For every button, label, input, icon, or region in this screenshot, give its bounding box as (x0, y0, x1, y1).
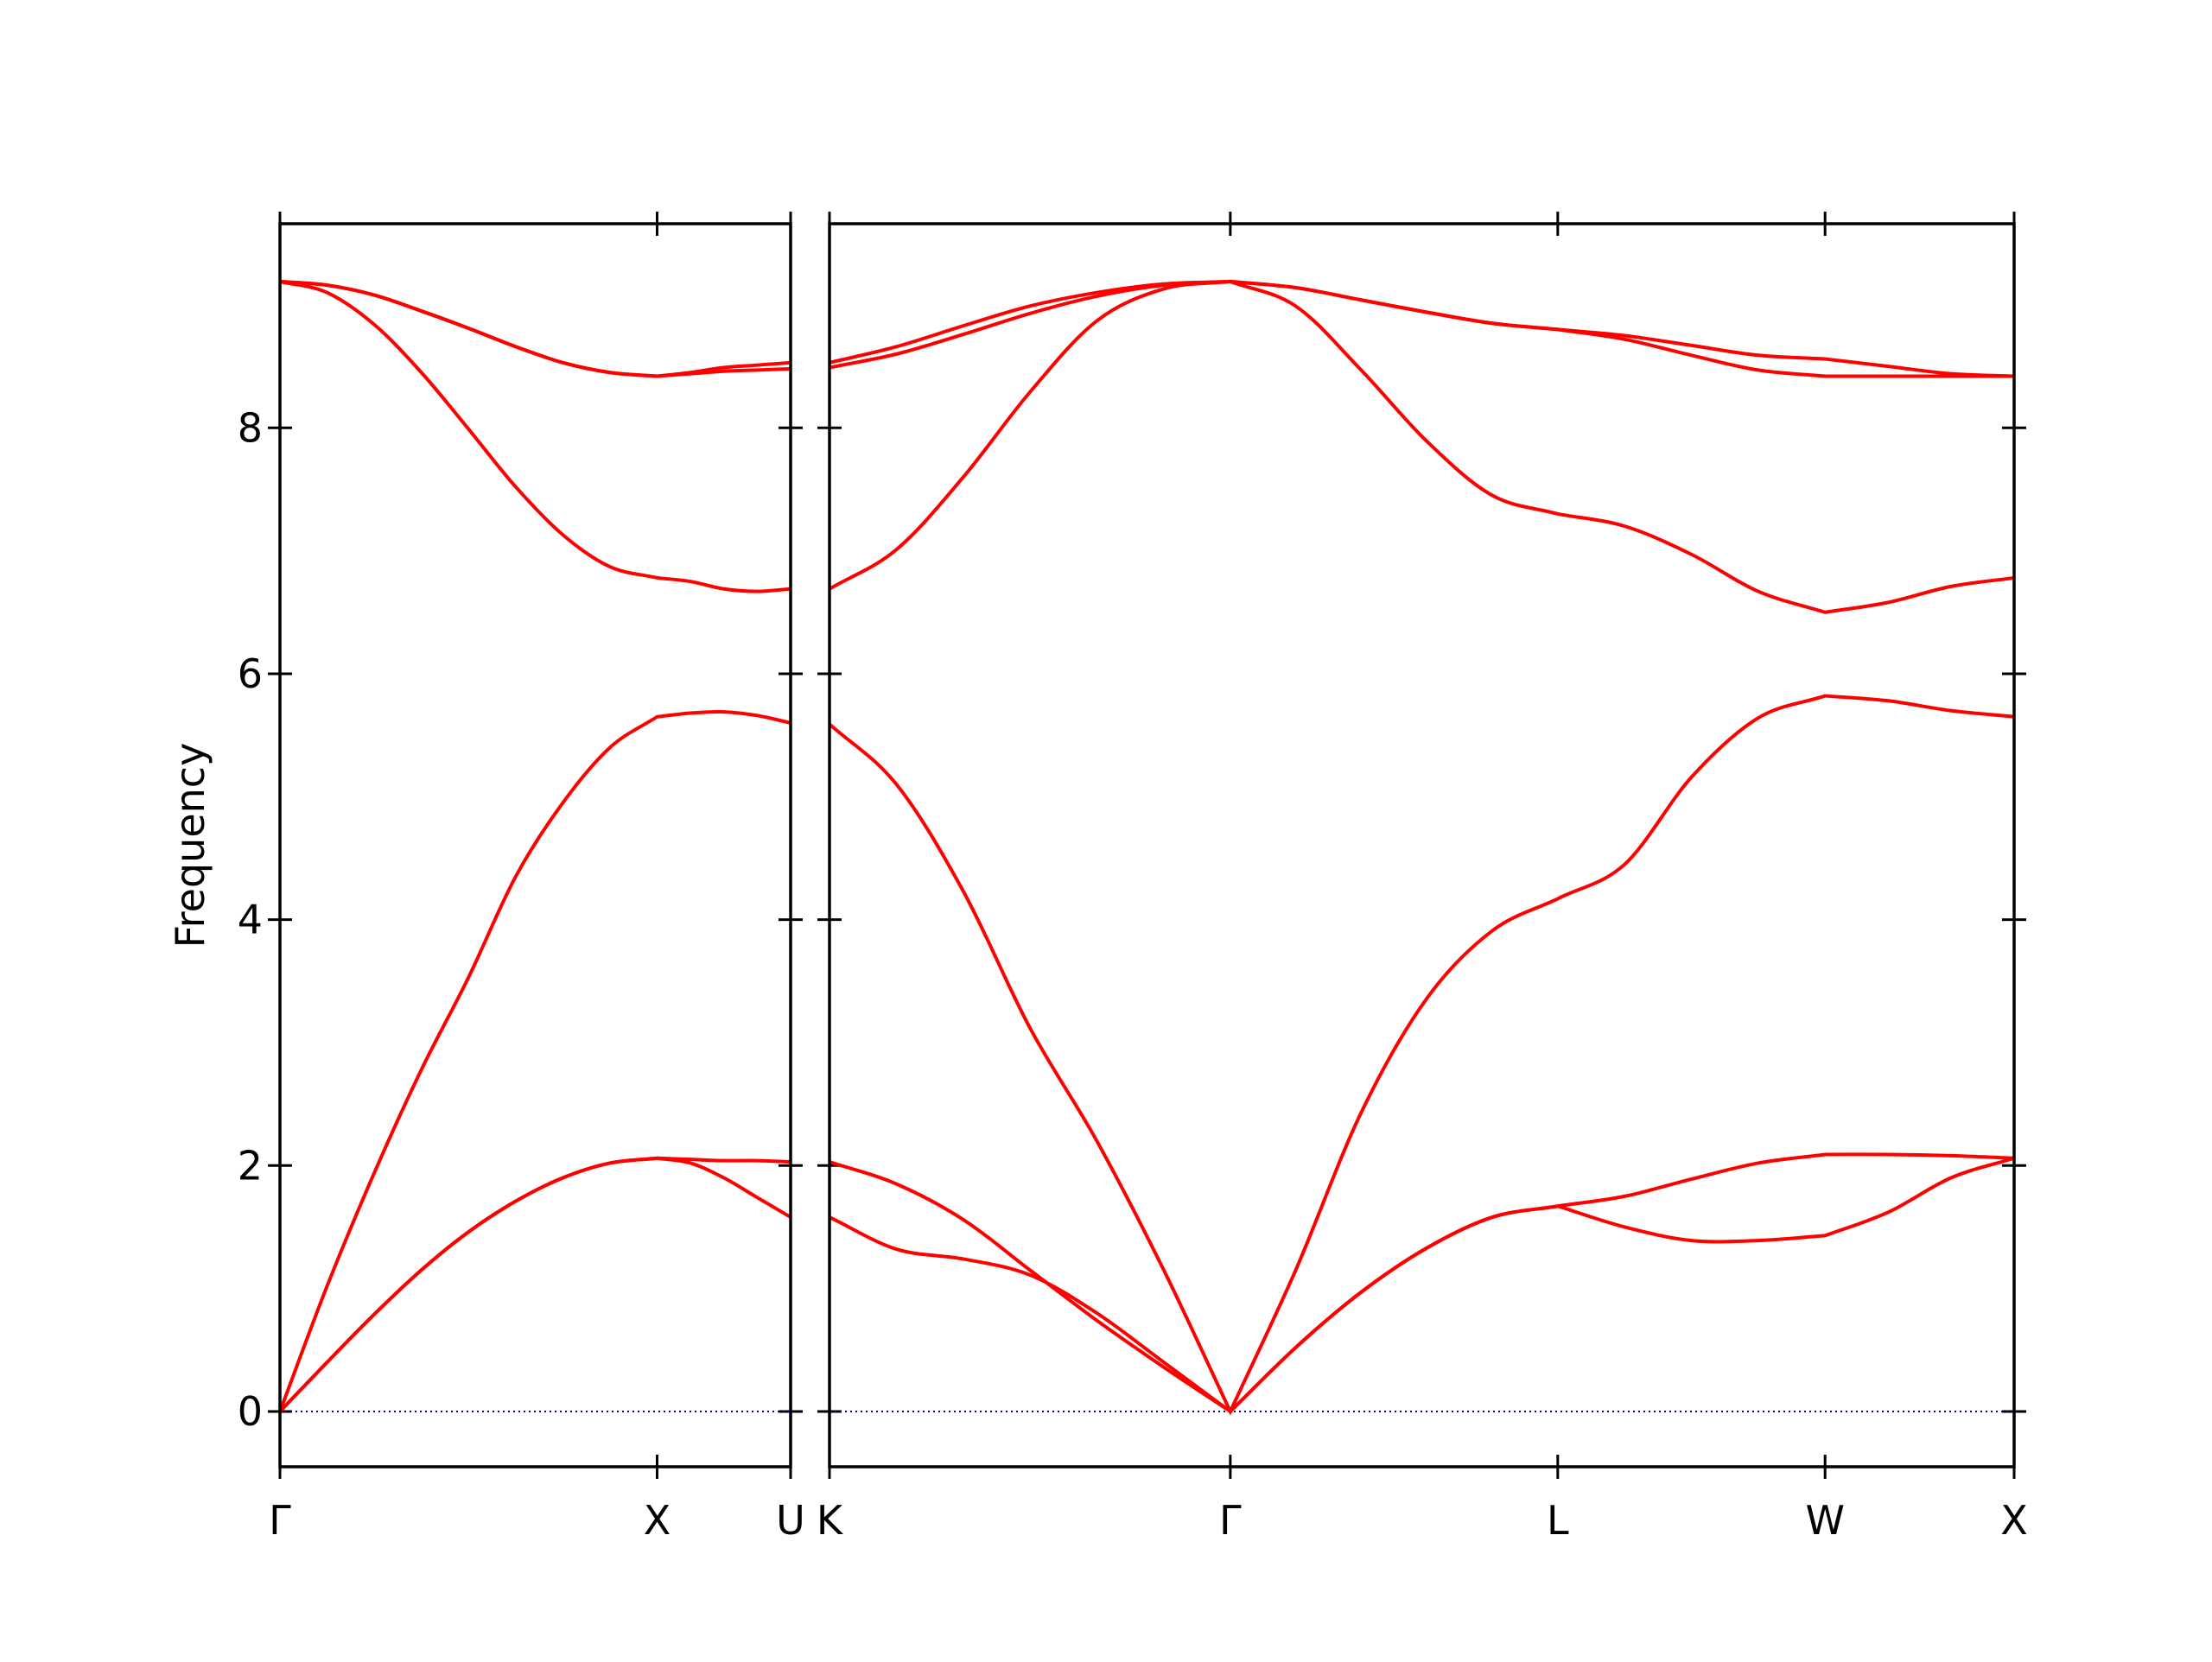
axes-frame (828, 222, 2016, 1469)
band-line (828, 279, 2015, 614)
band-line (279, 279, 791, 378)
band-line (279, 279, 791, 378)
y-tick-label: 8 (238, 404, 263, 451)
y-tick-label: 0 (238, 1388, 263, 1435)
y-tick-label: 4 (238, 897, 263, 943)
x-tick-label: U (776, 1497, 805, 1544)
band-line (829, 1156, 2015, 1414)
y-tick-label: 6 (238, 650, 263, 697)
band-line (278, 709, 791, 1412)
x-tick-label: X (2000, 1497, 2028, 1544)
x-tick-label: L (1547, 1497, 1569, 1544)
band-line (829, 1152, 2015, 1414)
y-axis-label: Frequency (167, 743, 213, 948)
band-line (828, 694, 2015, 1416)
band-line (278, 1156, 791, 1413)
x-tick-label: X (644, 1497, 671, 1544)
x-tick-label: K (817, 1497, 844, 1544)
band-line (829, 279, 2015, 378)
x-tick-label: Γ (1219, 1497, 1242, 1544)
x-tick-label: Γ (269, 1497, 291, 1544)
axes-frame (278, 222, 792, 1469)
band-line (279, 279, 791, 593)
x-tick-label: W (1805, 1497, 1844, 1544)
y-tick-label: 2 (238, 1142, 263, 1189)
band-line (278, 1156, 792, 1413)
